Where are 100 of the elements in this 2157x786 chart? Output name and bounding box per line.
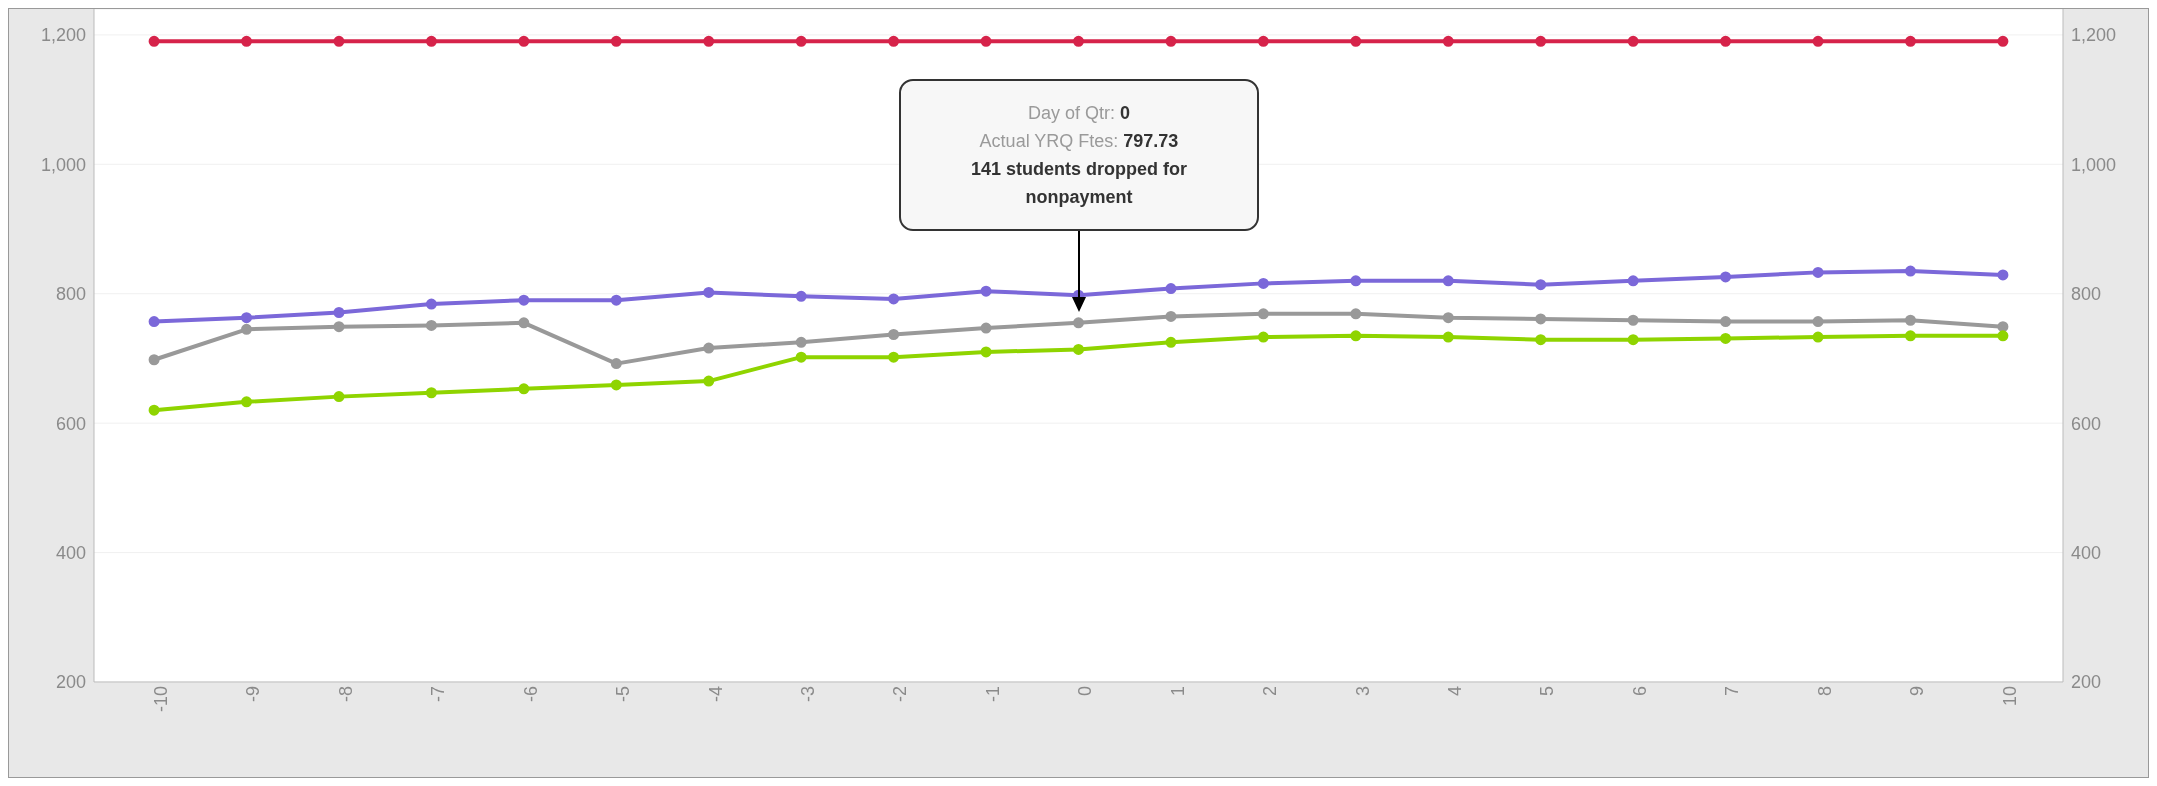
point [333,35,345,47]
point [1812,35,1824,47]
point [1257,331,1269,343]
point [241,35,253,47]
point [1350,330,1362,342]
point [1627,35,1639,47]
point [425,319,437,331]
y2-tick-label: 600 [2071,413,2102,434]
x-tick-label: -3 [797,686,818,703]
x-tick-label: -7 [428,686,449,703]
point [1812,331,1824,343]
x-tick-label: -8 [335,686,356,703]
point [610,379,622,391]
annotation: Day of Qtr: 0 Actual YRQ Ftes: 797.73 141 students dropped for nonpayment [970,103,1188,207]
x-tick-label: 0 [1075,686,1096,697]
point [1350,275,1362,287]
x-tick-label: 4 [1445,686,1466,697]
point [703,342,715,354]
point [980,285,992,297]
point [1257,277,1269,289]
point [888,293,900,305]
point [1073,317,1084,329]
point [148,316,160,328]
y2-tick-label: 1,200 [2071,25,2117,46]
y-tick-label: 1,000 [40,154,86,175]
y-tick-label: 600 [55,413,86,434]
point [1073,343,1084,355]
point [1997,269,2009,281]
x-tick-label: -5 [613,686,634,703]
point [1165,283,1177,295]
point [1720,271,1732,283]
point [1904,35,1916,47]
y2-tick-label: 1,000 [2071,154,2117,175]
x-tick-label: 8 [1814,686,1835,697]
point [1073,35,1084,47]
y2-tick-label: 800 [2071,284,2102,305]
point [703,286,715,298]
point [425,387,437,399]
point [1535,334,1547,346]
point [1442,312,1454,324]
point [518,383,530,395]
x-tick-label: -6 [520,686,541,703]
point [1535,313,1547,325]
point [703,35,715,47]
point [980,346,992,358]
point [795,351,807,363]
point [333,307,345,318]
point [980,35,992,47]
y-tick-label: 200 [55,672,86,693]
y-tick-label: 800 [55,284,86,305]
point [1812,316,1824,328]
point [1257,35,1269,47]
point [241,312,253,324]
x-tick-label: -9 [243,686,264,703]
x-tick-label: -4 [705,686,726,703]
point [610,35,622,47]
point [1442,35,1454,47]
point [518,35,530,47]
point [888,351,900,363]
point [148,404,160,416]
point [888,35,900,47]
callout-box: Day of Qtr: 0 Actual YRQ Ftes: 797.73 141 students dropped for nonpayment [899,79,1259,231]
point [1627,275,1639,287]
x-tick-label: 2 [1260,686,1281,697]
point [1997,35,2009,47]
point [1997,330,2009,342]
x-tick-label: -10 [150,686,171,713]
point [1812,266,1824,278]
point [1720,316,1732,328]
point [610,294,622,306]
x-tick-label: 5 [1537,686,1558,697]
point [703,375,715,387]
point [1720,35,1732,47]
point [425,35,437,47]
point [333,321,345,333]
point [1350,308,1362,320]
point [1165,310,1177,322]
x-tick-label: 1 [1167,686,1188,697]
point [1165,336,1177,348]
x-tick-label: 10 [1999,686,2020,707]
x-tick-label: -2 [890,686,911,703]
point [1904,314,1916,326]
y2-tick-label: 200 [2071,672,2102,693]
point [241,323,253,335]
x-tick-label: 7 [1722,686,1743,697]
x-tick-label: 3 [1352,686,1373,697]
x-tick-label: -1 [982,686,1003,703]
x-tick-label: 6 [1629,686,1650,697]
point [148,354,160,366]
y-tick-label: 1,200 [40,25,86,46]
point [1535,35,1547,47]
point [1720,332,1732,344]
point [795,290,807,302]
point [425,298,437,310]
point [333,391,345,403]
point [1627,334,1639,346]
point [1442,275,1454,287]
point [1904,330,1916,342]
point [1257,308,1269,320]
point [795,336,807,348]
